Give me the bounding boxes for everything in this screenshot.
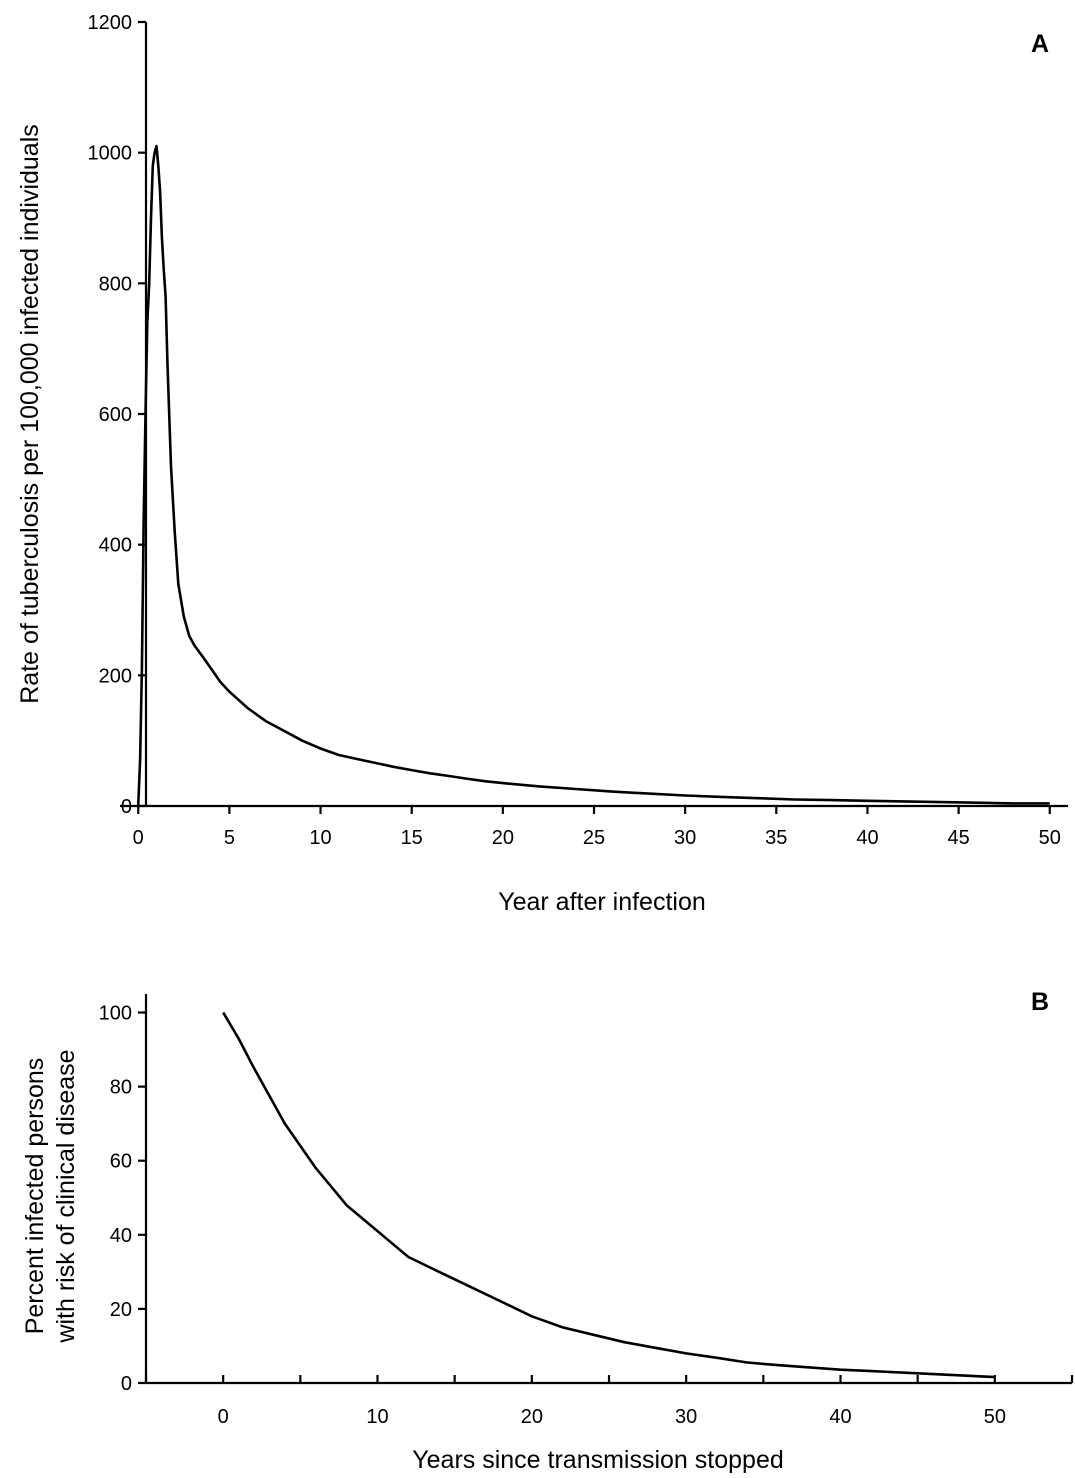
panel-b-x-tick-label: 10 bbox=[366, 1406, 388, 1428]
panel-b-x-tick-label: 50 bbox=[984, 1406, 1006, 1428]
panel-a-x-tick-label: 40 bbox=[856, 827, 878, 849]
panel-a-x-axis-title: Year after infection bbox=[498, 888, 706, 916]
panel-a-y-tick-label: 1000 bbox=[88, 143, 133, 165]
panel-b-x-tick-label: 40 bbox=[829, 1406, 851, 1428]
panel-a-x-tick-label: 45 bbox=[947, 827, 969, 849]
panel-a-x-tick-label: 20 bbox=[492, 827, 514, 849]
panel-a-label: A bbox=[1031, 30, 1049, 58]
panel-b-y-tick-label: 40 bbox=[110, 1225, 132, 1247]
panel-a-y-tick-label: 1200 bbox=[88, 12, 133, 34]
panel-a-x-tick-label: 5 bbox=[224, 827, 235, 849]
panel-b-chart: 0 20 40 60 80 100 0 10 20 30 40 50 B Years since tr… bbox=[21, 988, 1074, 1474]
panel-b-y-axis-title-line2: with risk of clinical disease bbox=[52, 1049, 80, 1343]
panel-a-y-tick-label: 800 bbox=[99, 273, 132, 295]
panel-b-series-line-0 bbox=[222, 1011, 995, 1379]
panel-a-x-tick-label: 35 bbox=[765, 827, 787, 849]
panel-a-series bbox=[136, 144, 1050, 807]
panel-a-y-tick-label: 400 bbox=[99, 535, 132, 557]
panel-a-x-tick-label: 30 bbox=[674, 827, 696, 849]
panel-a-y-axis-title: Rate of tuberculosis per 100,000 infecte… bbox=[16, 124, 44, 704]
panel-b-y-tick-label: 20 bbox=[110, 1299, 132, 1321]
panel-b-x-axis-title: Years since transmission stopped bbox=[412, 1446, 784, 1474]
panel-b-axes: 0 20 40 60 80 100 0 10 20 30 40 50 bbox=[99, 994, 1074, 1428]
panel-b-x-tick-label: 0 bbox=[218, 1406, 229, 1428]
panel-b-x-tick-label: 30 bbox=[675, 1406, 697, 1428]
panel-a-y-tick-label: 600 bbox=[99, 404, 132, 426]
panel-b-series bbox=[222, 1011, 995, 1379]
panel-b-y-tick-label: 60 bbox=[110, 1151, 132, 1173]
panel-a-series-line-0 bbox=[136, 144, 1050, 807]
panel-a-x-tick-label: 15 bbox=[401, 827, 423, 849]
panel-a-x-tick-label: 25 bbox=[583, 827, 605, 849]
panel-a-x-tick-label: 0 bbox=[133, 827, 144, 849]
panel-b-x-tick-label: 20 bbox=[521, 1406, 543, 1428]
panel-a-x-tick-label: 10 bbox=[309, 827, 331, 849]
panel-a-y-tick-label: 0 bbox=[121, 796, 132, 818]
panel-a-chart: 0 200 400 600 800 1000 1200 0 5 10 15 20 25 30 35 40 45 5… bbox=[16, 12, 1068, 916]
panel-a-axes: 0 200 400 600 800 1000 1200 0 5 10 15 20 25 30 35 40 45 5… bbox=[88, 12, 1068, 849]
panel-b-y-tick-label: 0 bbox=[121, 1373, 132, 1395]
panel-b-y-axis-title-line1: Percent infected persons bbox=[21, 1058, 49, 1335]
panel-a-x-tick-label: 50 bbox=[1039, 827, 1061, 849]
panel-b-label: B bbox=[1031, 988, 1049, 1016]
panel-a-y-tick-label: 200 bbox=[99, 665, 132, 687]
panel-b-y-tick-label: 100 bbox=[99, 1003, 132, 1025]
panel-b-y-tick-label: 80 bbox=[110, 1077, 132, 1099]
